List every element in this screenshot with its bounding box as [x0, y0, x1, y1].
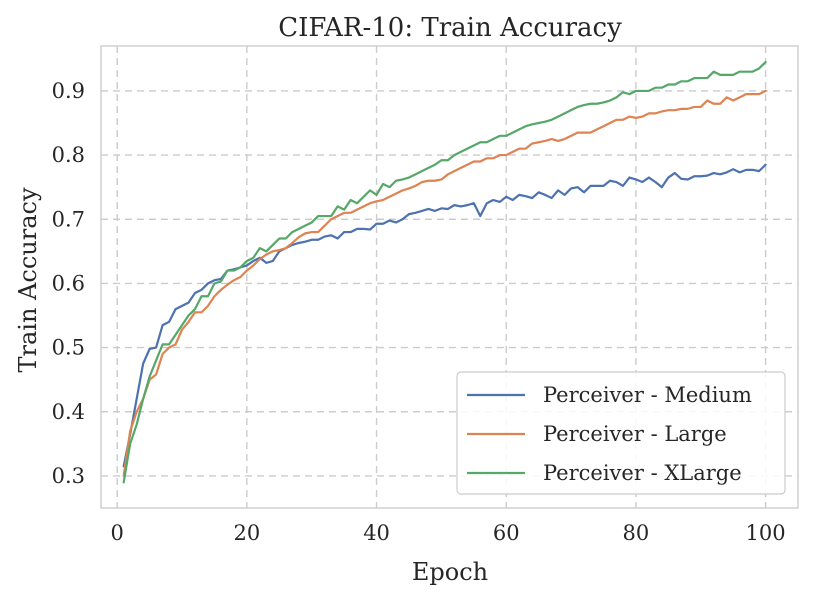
- x-axis-ticks: 0 20 40 60 80 100: [111, 521, 786, 545]
- x-tick-label: 0: [111, 521, 124, 545]
- series-line-3: [122, 60, 767, 484]
- series-lines: [122, 60, 767, 484]
- legend: Perceiver - Medium Perceiver - Large Perce…: [456, 371, 786, 495]
- y-tick-label: 0.4: [52, 400, 85, 424]
- y-tick-label: 0.3: [52, 464, 85, 488]
- legend-label-2: Perceiver - Large: [543, 422, 727, 446]
- y-axis-label: Train Accuracy: [14, 187, 42, 372]
- x-tick-label: 40: [363, 521, 390, 545]
- x-tick-label: 60: [493, 521, 520, 545]
- y-tick-label: 0.5: [52, 336, 85, 360]
- legend-label-3: Perceiver - XLarge: [543, 461, 742, 485]
- x-axis-label: Epoch: [412, 558, 488, 586]
- grid: [101, 46, 798, 508]
- legend-box: [456, 371, 786, 495]
- x-tick-label: 20: [234, 521, 261, 545]
- y-tick-label: 0.8: [52, 143, 85, 167]
- x-tick-label: 100: [746, 521, 786, 545]
- y-tick-label: 0.9: [52, 79, 85, 103]
- plot-frame: [100, 45, 799, 509]
- series-line-2: [122, 89, 767, 478]
- x-tick-label: 80: [623, 521, 650, 545]
- y-tick-label: 0.6: [52, 271, 85, 295]
- chart-title: CIFAR-10: Train Accuracy: [278, 13, 622, 43]
- legend-label-1: Perceiver - Medium: [543, 383, 752, 407]
- y-tick-label: 0.7: [52, 207, 85, 231]
- y-axis-ticks: 0.3 0.4 0.5 0.6 0.7 0.8 0.9: [52, 79, 85, 488]
